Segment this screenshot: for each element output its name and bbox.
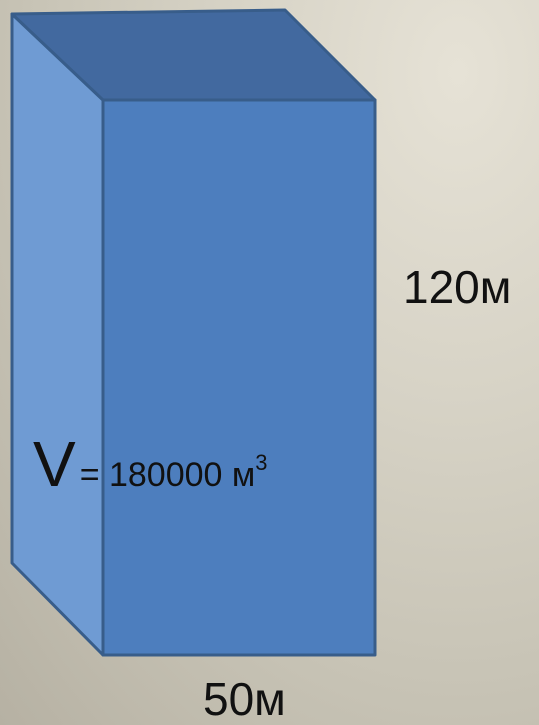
volume-symbol: V bbox=[33, 428, 76, 500]
volume-formula: V = 180000 м3 bbox=[33, 432, 268, 496]
prism-front-face bbox=[101, 98, 377, 657]
width-label: 50м bbox=[203, 673, 286, 725]
volume-exponent: 3 bbox=[255, 450, 268, 475]
height-label: 120м bbox=[403, 261, 512, 313]
volume-value: = 180000 м bbox=[79, 456, 256, 494]
prism-side-face bbox=[10, 12, 105, 657]
